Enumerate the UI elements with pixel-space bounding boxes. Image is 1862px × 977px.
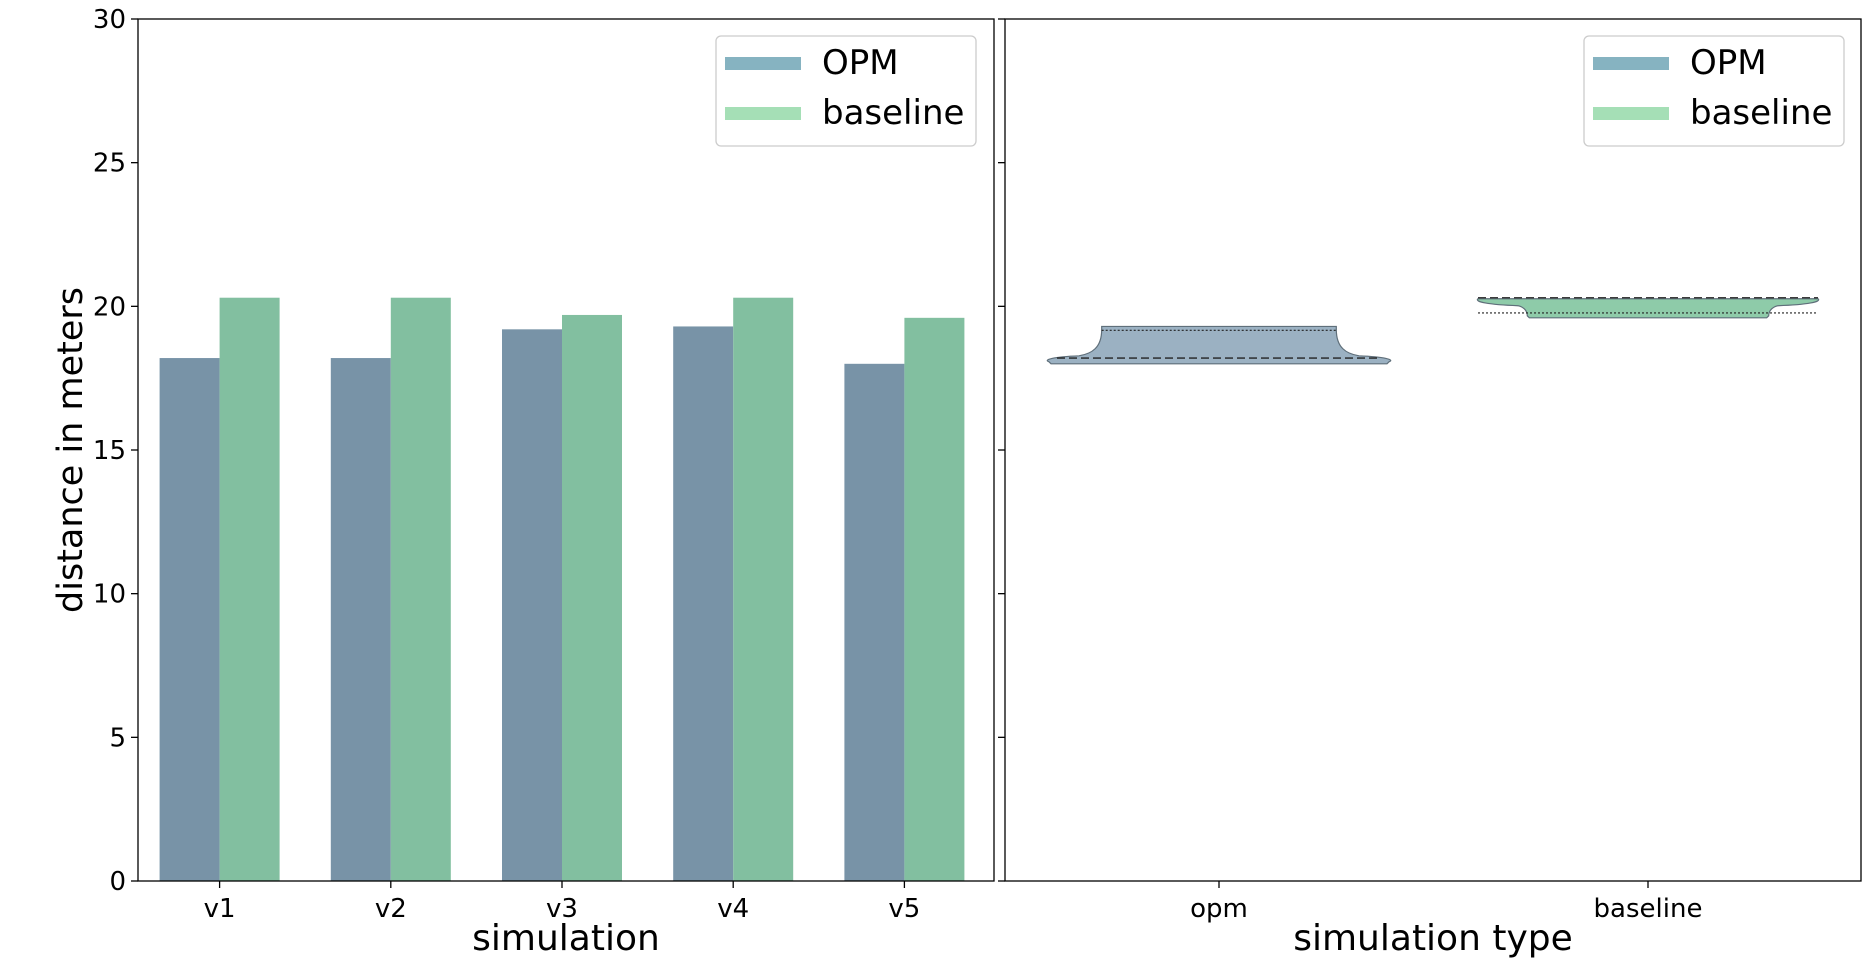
violin-baseline: [1476, 298, 1820, 319]
right-axes-frame: [1004, 18, 1862, 882]
y-tick-label: 20: [93, 292, 126, 322]
x-tick-label: v2: [375, 894, 407, 924]
left-axes-frame: [137, 18, 995, 882]
legend: OPM baseline: [1583, 35, 1845, 147]
bar-baseline-v1: [219, 297, 280, 881]
x-tick-label: v3: [546, 894, 578, 924]
y-tick-label: 0: [109, 867, 126, 897]
bar-opm-v1: [159, 358, 220, 881]
y-tick-label: 15: [93, 436, 126, 466]
violin-opm: [1046, 325, 1392, 365]
bar-opm-v4: [673, 326, 734, 881]
x-tick-label: opm: [1190, 894, 1248, 924]
legend-swatch-baseline: [1593, 107, 1669, 120]
x-axis-ticks: v1 v2 v3 v4 v5: [204, 881, 920, 924]
y-tick-label: 25: [93, 149, 126, 179]
x-tick-label: baseline: [1594, 894, 1703, 924]
legend-label-opm: OPM: [822, 43, 899, 83]
bar-marks: [159, 297, 965, 881]
legend-label-baseline: baseline: [822, 93, 964, 133]
legend-swatch-opm: [725, 57, 801, 70]
y-tick-label: 30: [93, 5, 126, 35]
bar-opm-v2: [330, 358, 391, 881]
y-axis-ticks: [998, 18, 1005, 882]
x-tick-label: v5: [888, 894, 920, 924]
bar-chart-panel: 0 5 10 15 20 25 30 v1 v2 v3 v4 v5 distance in mete…: [51, 5, 995, 959]
y-tick-label: 5: [109, 723, 126, 753]
bar-opm-v5: [844, 363, 905, 881]
x-axis-label: simulation: [472, 918, 660, 959]
legend-label-baseline: baseline: [1690, 93, 1832, 133]
legend-label-opm: OPM: [1690, 43, 1767, 83]
x-tick-label: v4: [717, 894, 749, 924]
legend: OPM baseline: [715, 35, 977, 147]
x-axis-label: simulation type: [1293, 918, 1573, 959]
bar-opm-v3: [502, 329, 562, 881]
bar-baseline-v4: [733, 297, 794, 881]
legend-swatch-baseline: [725, 107, 801, 120]
violin-chart-panel: opm baseline simulation type OPM baseline: [998, 18, 1862, 959]
y-axis-ticks: 0 5 10 15 20 25 30: [93, 5, 138, 897]
violin-marks: [1046, 297, 1820, 365]
bar-baseline-v3: [562, 314, 622, 881]
x-axis-ticks: opm baseline: [1190, 881, 1702, 924]
x-tick-label: v1: [204, 894, 236, 924]
legend-swatch-opm: [1593, 57, 1669, 70]
y-axis-label: distance in meters: [51, 287, 91, 613]
bar-baseline-v2: [390, 297, 451, 881]
y-tick-label: 10: [93, 580, 126, 610]
bar-baseline-v5: [904, 317, 965, 881]
